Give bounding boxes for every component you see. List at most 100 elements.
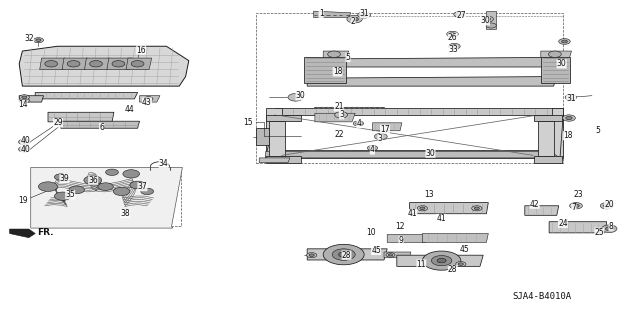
- Polygon shape: [275, 108, 563, 115]
- Polygon shape: [304, 57, 346, 83]
- Text: 20: 20: [604, 200, 614, 209]
- Polygon shape: [387, 234, 428, 242]
- Polygon shape: [486, 11, 496, 29]
- Circle shape: [559, 39, 570, 44]
- Circle shape: [449, 33, 456, 35]
- Circle shape: [573, 204, 579, 207]
- Circle shape: [565, 94, 577, 100]
- Text: 37: 37: [138, 182, 147, 191]
- Text: 30: 30: [557, 59, 566, 68]
- Circle shape: [474, 207, 479, 210]
- Text: 12: 12: [396, 222, 405, 231]
- Circle shape: [566, 116, 572, 120]
- Circle shape: [288, 93, 303, 101]
- Circle shape: [69, 186, 84, 194]
- Text: 9: 9: [399, 236, 404, 245]
- Circle shape: [370, 147, 375, 149]
- Polygon shape: [307, 77, 557, 86]
- Circle shape: [420, 207, 425, 210]
- Polygon shape: [256, 128, 269, 145]
- Text: 26: 26: [448, 33, 458, 42]
- Text: 5: 5: [346, 53, 351, 62]
- Circle shape: [328, 51, 340, 57]
- Text: 24: 24: [558, 219, 568, 228]
- Circle shape: [358, 12, 371, 18]
- Circle shape: [84, 176, 102, 185]
- Text: SJA4-B4010A: SJA4-B4010A: [512, 293, 571, 301]
- Circle shape: [422, 251, 461, 270]
- Bar: [256, 13, 563, 163]
- Circle shape: [19, 98, 29, 103]
- Circle shape: [570, 203, 582, 209]
- Circle shape: [374, 133, 387, 140]
- Circle shape: [562, 40, 568, 43]
- Polygon shape: [140, 96, 160, 102]
- Text: 40: 40: [20, 137, 30, 145]
- Text: 19: 19: [18, 197, 28, 205]
- Text: 16: 16: [136, 46, 146, 55]
- Circle shape: [604, 204, 610, 207]
- Text: 28: 28: [448, 265, 458, 274]
- Circle shape: [548, 51, 561, 57]
- Text: 45: 45: [460, 245, 469, 254]
- Circle shape: [323, 244, 364, 265]
- Polygon shape: [84, 58, 110, 70]
- Text: 29: 29: [53, 118, 63, 127]
- Polygon shape: [315, 113, 355, 122]
- Circle shape: [335, 112, 348, 118]
- Text: 3: 3: [378, 134, 383, 143]
- Text: 43: 43: [142, 98, 152, 107]
- Polygon shape: [397, 255, 483, 266]
- Bar: [31, 169, 181, 226]
- Text: FR.: FR.: [37, 228, 54, 237]
- Circle shape: [54, 174, 67, 180]
- Circle shape: [130, 181, 145, 189]
- Circle shape: [386, 253, 395, 257]
- Circle shape: [21, 148, 27, 151]
- Text: 4: 4: [356, 119, 362, 128]
- Polygon shape: [266, 150, 560, 158]
- Circle shape: [113, 187, 130, 196]
- Polygon shape: [534, 156, 562, 163]
- Text: 27: 27: [456, 11, 466, 20]
- Text: 14: 14: [18, 100, 28, 109]
- Text: 8: 8: [609, 222, 613, 231]
- Circle shape: [356, 122, 361, 125]
- Text: 18: 18: [563, 131, 573, 140]
- Polygon shape: [266, 152, 560, 158]
- Polygon shape: [266, 156, 301, 163]
- Text: 21: 21: [334, 102, 344, 111]
- Circle shape: [353, 121, 364, 126]
- Polygon shape: [552, 108, 563, 158]
- Circle shape: [458, 263, 463, 265]
- Text: 4: 4: [370, 145, 375, 154]
- Circle shape: [67, 61, 80, 67]
- Circle shape: [454, 11, 465, 17]
- Circle shape: [600, 203, 613, 209]
- Circle shape: [447, 31, 458, 37]
- Circle shape: [19, 146, 30, 152]
- Text: 44: 44: [125, 105, 134, 114]
- Text: 25: 25: [595, 228, 604, 237]
- Circle shape: [332, 249, 355, 260]
- Polygon shape: [410, 203, 488, 214]
- Polygon shape: [314, 11, 351, 18]
- Text: 33: 33: [448, 45, 458, 54]
- Polygon shape: [61, 121, 140, 128]
- Circle shape: [351, 17, 358, 21]
- Circle shape: [36, 39, 41, 41]
- Circle shape: [485, 18, 491, 21]
- Text: 30: 30: [426, 149, 435, 158]
- Polygon shape: [266, 115, 301, 121]
- Text: 7: 7: [572, 204, 577, 212]
- Circle shape: [605, 227, 613, 231]
- Polygon shape: [31, 167, 182, 228]
- Circle shape: [339, 252, 349, 257]
- Polygon shape: [107, 58, 132, 70]
- Circle shape: [563, 115, 575, 121]
- Circle shape: [19, 95, 29, 100]
- Text: 41: 41: [408, 209, 417, 218]
- Polygon shape: [259, 158, 290, 163]
- Polygon shape: [525, 206, 559, 215]
- Circle shape: [131, 61, 144, 67]
